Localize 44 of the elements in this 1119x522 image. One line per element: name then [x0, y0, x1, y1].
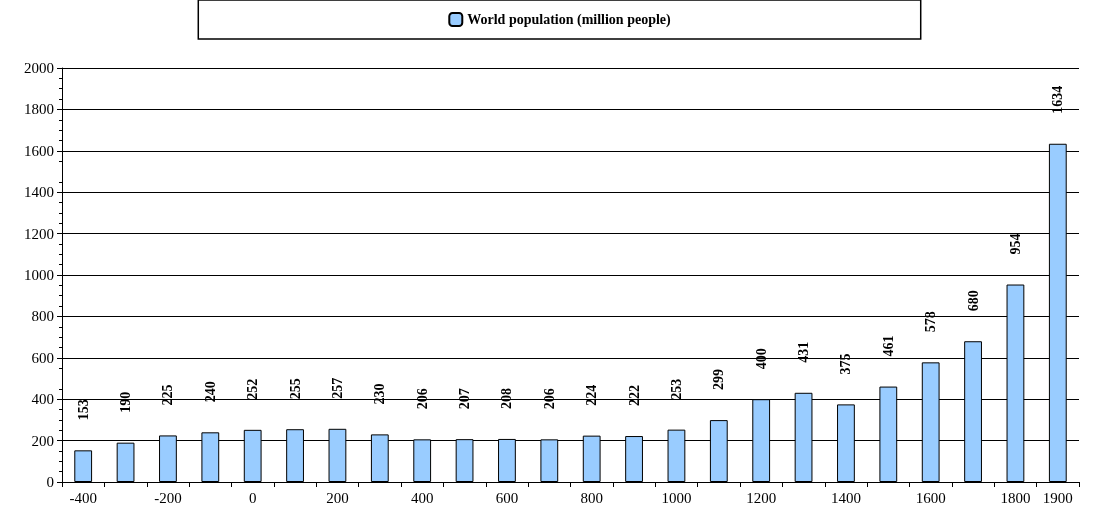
x-tick-label: 0 — [248, 489, 257, 506]
data-label: 207 — [457, 388, 473, 410]
x-tick-label: 800 — [580, 489, 603, 506]
y-tick-label: 0 — [46, 474, 54, 490]
bar — [116, 442, 135, 482]
data-label: 224 — [584, 384, 600, 406]
x-tick-label: 400 — [410, 489, 434, 506]
x-tick-label: 200 — [326, 489, 349, 506]
data-label: 206 — [414, 388, 430, 410]
x-tick-label: 1200 — [746, 489, 777, 506]
x-tick-label: 1900 — [1042, 489, 1073, 506]
data-label: 680 — [965, 290, 981, 312]
x-tick-label: 1000 — [661, 489, 692, 506]
y-tick-label: 1000 — [24, 267, 54, 283]
x-tick-label: -400 — [69, 489, 97, 506]
data-label: 190 — [118, 391, 134, 413]
y-tick-label: 1600 — [24, 142, 54, 159]
y-tick-label: 1200 — [24, 225, 54, 242]
x-tick-label: 1400 — [830, 489, 861, 506]
data-label: 225 — [160, 384, 176, 406]
data-label: 255 — [287, 378, 303, 400]
data-label: 257 — [329, 377, 345, 399]
y-tick-label: 200 — [31, 432, 54, 449]
y-tick-label: 1400 — [24, 184, 54, 201]
y-tick-label: 600 — [31, 349, 54, 366]
data-label: 400 — [753, 348, 769, 370]
data-label: 954 — [1007, 233, 1023, 255]
x-tick-label: -200 — [154, 489, 182, 506]
data-label: 206 — [541, 388, 557, 410]
y-tick-label: 400 — [31, 391, 54, 408]
data-label: 153 — [75, 399, 91, 421]
data-label: 253 — [668, 378, 684, 400]
legend-label: World population (million people) — [467, 12, 672, 28]
data-label: 252 — [245, 378, 261, 400]
data-label: 299 — [711, 369, 727, 391]
x-tick-label: 1800 — [1000, 489, 1031, 506]
data-label: 222 — [626, 385, 642, 407]
y-tick-label: 1800 — [24, 101, 54, 118]
x-tick-label: 600 — [495, 489, 519, 506]
y-tick-label: 2000 — [24, 60, 54, 76]
y-tick-label: 800 — [31, 308, 54, 325]
x-tick-label: 1600 — [915, 489, 946, 506]
bar — [74, 450, 93, 482]
data-label: 461 — [880, 335, 896, 357]
